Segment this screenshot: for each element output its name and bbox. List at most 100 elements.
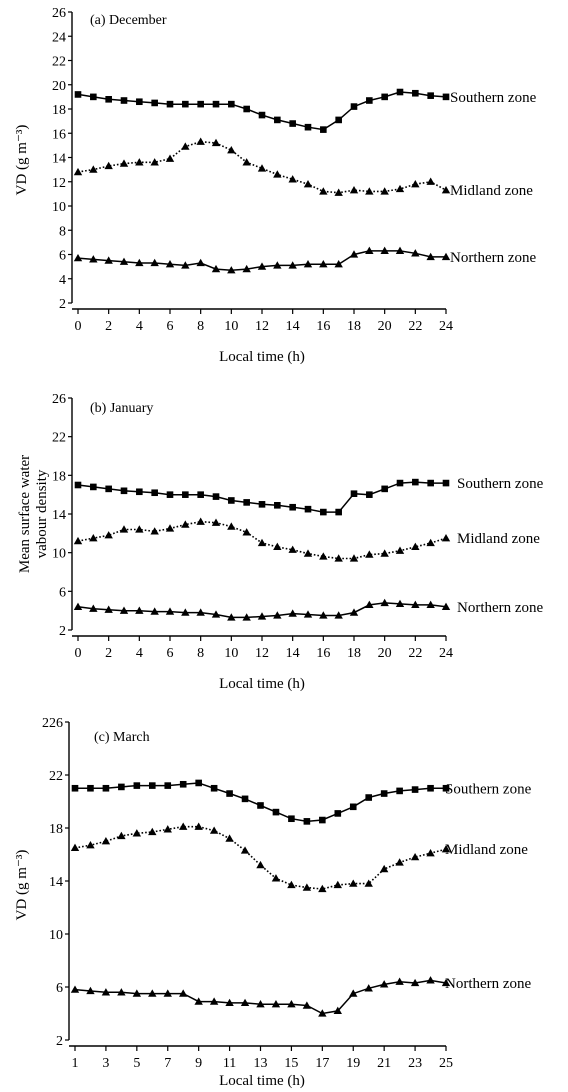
data-point bbox=[366, 97, 373, 104]
x-axis-label: Local time (h) bbox=[219, 349, 305, 365]
data-point bbox=[73, 167, 83, 176]
x-tick-label: 12 bbox=[255, 319, 269, 334]
y-tick-label: 2 bbox=[59, 624, 66, 639]
panel-january: (b) January Local time (h) Mean surface … bbox=[17, 392, 544, 692]
x-tick-label: 6 bbox=[167, 646, 174, 661]
data-point bbox=[319, 552, 328, 560]
data-point bbox=[86, 841, 95, 849]
data-point bbox=[333, 1006, 342, 1014]
x-tick-label: 0 bbox=[75, 646, 82, 661]
x-axis-label: Local time (h) bbox=[219, 676, 305, 692]
data-point bbox=[132, 989, 142, 997]
panel-march: (c) March Local time (h) VD (g m⁻³) 2 6 10… bbox=[14, 716, 532, 1089]
x-tick-label: 18 bbox=[347, 646, 361, 661]
data-point bbox=[182, 491, 189, 498]
panel-title: (b) January bbox=[90, 401, 153, 416]
x-tick-label: 5 bbox=[133, 1056, 140, 1071]
y-tick-label: 226 bbox=[42, 716, 63, 731]
data-point bbox=[101, 988, 111, 996]
data-point bbox=[257, 164, 267, 172]
y-tick-label: 10 bbox=[52, 200, 66, 215]
data-point bbox=[209, 826, 219, 834]
data-point bbox=[349, 879, 358, 887]
data-point bbox=[441, 978, 451, 987]
data-point bbox=[211, 264, 221, 273]
y-tick-label: 14 bbox=[49, 875, 63, 890]
data-point bbox=[426, 177, 435, 185]
data-point bbox=[243, 105, 250, 113]
x-tick-label: 22 bbox=[408, 646, 422, 661]
data-point bbox=[163, 825, 172, 833]
data-point bbox=[273, 170, 282, 178]
data-point bbox=[181, 608, 190, 616]
data-point bbox=[288, 815, 295, 823]
data-point bbox=[73, 536, 83, 545]
series-label: Northern zone bbox=[450, 250, 537, 266]
data-point bbox=[89, 255, 98, 263]
data-point bbox=[150, 527, 159, 535]
data-point bbox=[333, 880, 342, 889]
x-tick-label: 14 bbox=[286, 646, 300, 661]
x-tick-label: 1 bbox=[72, 1056, 79, 1071]
data-point bbox=[241, 795, 249, 803]
data-point bbox=[150, 607, 159, 615]
data-point bbox=[365, 550, 374, 558]
series-northern-zone: Northern zone bbox=[70, 976, 532, 1017]
data-point bbox=[225, 834, 234, 842]
data-point bbox=[181, 142, 190, 150]
data-point bbox=[335, 116, 342, 124]
data-point bbox=[335, 508, 342, 516]
data-point bbox=[380, 187, 389, 195]
data-point bbox=[73, 602, 83, 610]
x-tick-label: 13 bbox=[254, 1056, 268, 1071]
x-tick-label: 25 bbox=[439, 1056, 453, 1071]
data-point bbox=[426, 600, 435, 609]
data-point bbox=[287, 1000, 296, 1008]
data-point bbox=[227, 146, 236, 154]
y-tick-label: 22 bbox=[49, 769, 63, 784]
data-point bbox=[380, 246, 389, 255]
x-tick-label: 2 bbox=[105, 646, 112, 661]
series-label: Southern zone bbox=[457, 476, 544, 492]
data-point bbox=[242, 613, 251, 621]
data-point bbox=[228, 100, 235, 108]
data-point bbox=[165, 260, 175, 268]
data-point bbox=[119, 606, 129, 614]
y-tick-label: 10 bbox=[49, 928, 63, 943]
y-tick-label: 26 bbox=[52, 6, 66, 21]
data-point bbox=[210, 784, 218, 792]
series-midland-zone: Midland zone bbox=[73, 517, 540, 562]
data-point bbox=[410, 978, 420, 987]
panel-title: (a) December bbox=[90, 13, 167, 28]
data-point bbox=[197, 100, 204, 108]
x-tick-label: 23 bbox=[408, 1056, 422, 1071]
data-point bbox=[303, 179, 313, 188]
data-point bbox=[242, 528, 251, 536]
data-point bbox=[135, 525, 144, 533]
data-point bbox=[179, 989, 188, 997]
x-tick-label: 20 bbox=[378, 319, 392, 334]
data-point bbox=[148, 989, 157, 997]
data-point bbox=[334, 611, 343, 619]
data-point bbox=[320, 508, 327, 516]
data-point bbox=[71, 784, 79, 792]
data-point bbox=[319, 260, 328, 268]
data-point bbox=[120, 487, 128, 495]
data-point bbox=[104, 256, 113, 264]
data-point bbox=[303, 818, 311, 825]
data-point bbox=[166, 100, 174, 108]
data-point bbox=[289, 120, 296, 127]
data-point bbox=[381, 485, 388, 493]
x-tick-label: 6 bbox=[167, 319, 174, 334]
data-point bbox=[74, 91, 82, 98]
data-point bbox=[211, 610, 221, 618]
y-tick-label: 4 bbox=[59, 273, 66, 288]
data-point bbox=[166, 491, 174, 498]
data-point bbox=[163, 989, 172, 997]
series-line bbox=[77, 91, 447, 131]
data-point bbox=[365, 794, 373, 801]
x-tick-label: 14 bbox=[286, 319, 300, 334]
data-point bbox=[273, 611, 282, 619]
x-tick-label: 10 bbox=[224, 646, 238, 661]
data-point bbox=[396, 479, 404, 487]
